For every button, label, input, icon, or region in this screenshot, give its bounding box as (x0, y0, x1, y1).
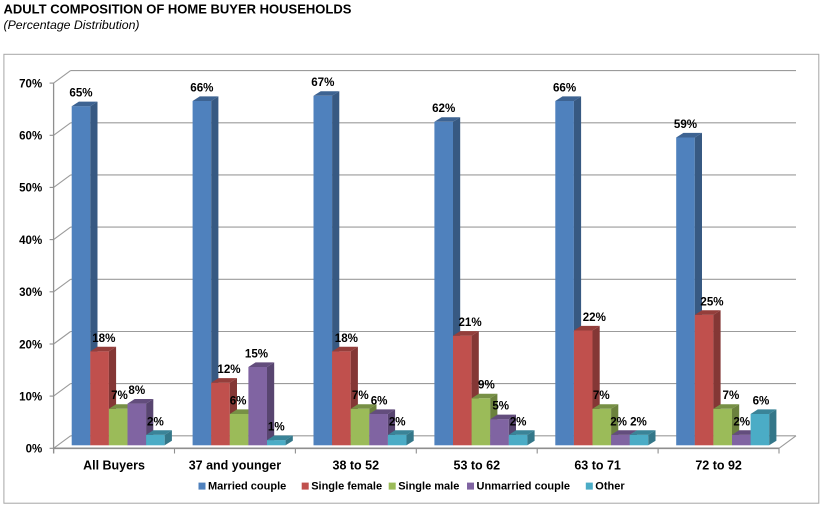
svg-text:6%: 6% (230, 394, 247, 407)
svg-text:(Percentage Distribution): (Percentage Distribution) (4, 18, 140, 32)
svg-text:6%: 6% (371, 394, 388, 407)
svg-text:66%: 66% (553, 81, 576, 94)
svg-text:7%: 7% (723, 389, 740, 402)
svg-text:Single female: Single female (311, 481, 382, 493)
svg-text:53 to 62: 53 to 62 (454, 459, 501, 473)
svg-text:Single male: Single male (398, 481, 459, 493)
svg-text:2%: 2% (610, 415, 627, 428)
svg-text:22%: 22% (583, 311, 606, 324)
svg-text:66%: 66% (190, 81, 213, 94)
svg-text:18%: 18% (92, 332, 115, 345)
svg-text:65%: 65% (69, 87, 92, 100)
svg-text:8%: 8% (128, 384, 145, 397)
svg-text:50%: 50% (19, 183, 42, 195)
svg-text:7%: 7% (593, 389, 610, 402)
svg-text:2%: 2% (389, 415, 406, 428)
svg-text:0%: 0% (26, 444, 43, 456)
svg-text:20%: 20% (19, 339, 42, 351)
svg-text:2%: 2% (630, 415, 647, 428)
svg-text:70%: 70% (19, 78, 42, 90)
svg-text:38 to 52: 38 to 52 (333, 459, 380, 473)
svg-text:2%: 2% (147, 415, 164, 428)
svg-text:All Buyers: All Buyers (83, 459, 145, 473)
svg-text:72 to 92: 72 to 92 (695, 459, 742, 473)
svg-text:2%: 2% (733, 415, 750, 428)
svg-text:10%: 10% (19, 391, 42, 403)
svg-text:1%: 1% (268, 421, 285, 434)
svg-text:6%: 6% (753, 394, 770, 407)
svg-text:7%: 7% (111, 389, 128, 402)
svg-text:37 and younger: 37 and younger (189, 459, 282, 473)
svg-text:Other: Other (595, 481, 625, 493)
svg-text:7%: 7% (352, 389, 369, 402)
svg-text:62%: 62% (432, 102, 455, 115)
svg-text:2%: 2% (510, 415, 527, 428)
svg-text:Married couple: Married couple (208, 481, 286, 493)
svg-text:9%: 9% (478, 379, 495, 392)
svg-text:40%: 40% (19, 235, 42, 247)
svg-text:59%: 59% (674, 118, 697, 131)
svg-text:12%: 12% (217, 363, 240, 376)
svg-text:25%: 25% (700, 295, 723, 308)
svg-text:Unmarried couple: Unmarried couple (477, 481, 571, 493)
svg-text:18%: 18% (335, 332, 358, 345)
svg-text:67%: 67% (311, 76, 334, 89)
svg-text:15%: 15% (245, 347, 268, 360)
svg-text:ADULT COMPOSITION OF HOME BUYE: ADULT COMPOSITION OF HOME BUYER HOUSEHOL… (4, 2, 352, 17)
svg-text:60%: 60% (19, 131, 42, 143)
svg-text:21%: 21% (458, 316, 481, 329)
svg-text:63 to 71: 63 to 71 (574, 459, 621, 473)
svg-text:5%: 5% (492, 400, 509, 413)
svg-text:30%: 30% (19, 287, 42, 299)
